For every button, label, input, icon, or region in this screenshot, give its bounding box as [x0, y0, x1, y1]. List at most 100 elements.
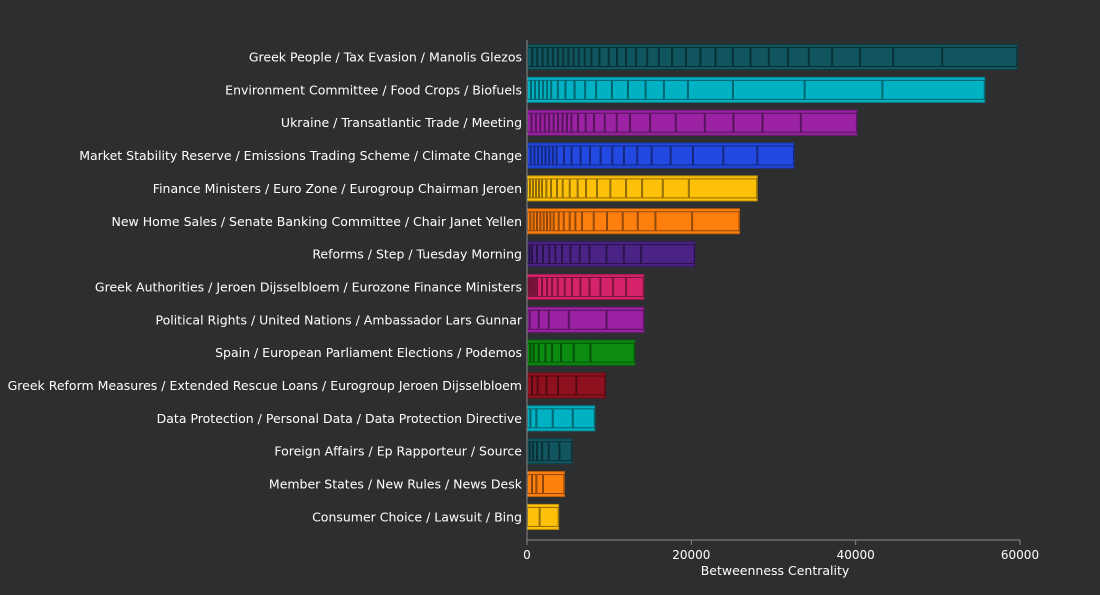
bar-segment	[538, 145, 542, 166]
bar-segment	[543, 244, 550, 265]
bar-segment	[531, 79, 536, 100]
bar-segment	[572, 408, 595, 429]
bar-segment	[529, 276, 532, 297]
bar-segment	[536, 408, 553, 429]
bar-segment	[557, 79, 566, 100]
bar-segment	[547, 211, 551, 232]
bar-segment	[527, 112, 532, 133]
bar	[526, 208, 741, 235]
bar-segment	[543, 211, 548, 232]
bar	[526, 503, 560, 530]
bar-segment	[539, 79, 544, 100]
bar-segment	[566, 112, 572, 133]
bar-segment	[893, 47, 943, 67]
bar-segment	[556, 145, 564, 166]
bar-segment	[617, 47, 627, 67]
category-label: Member States / New Rules / News Desk	[269, 477, 523, 492]
bar-segment	[547, 276, 553, 297]
bar-segment	[527, 178, 530, 199]
bar-segment	[532, 375, 538, 396]
bar-segment	[732, 47, 751, 67]
bar-segment	[611, 79, 628, 100]
bar-segment	[580, 145, 590, 166]
bar-segment	[562, 244, 571, 265]
bar-segment	[537, 441, 543, 462]
bar-segment	[527, 474, 533, 495]
bar-segment	[607, 211, 623, 232]
bar-segment	[571, 145, 581, 166]
bar-segment	[557, 276, 565, 297]
bar-segment	[535, 276, 538, 297]
bar-segment	[579, 244, 590, 265]
category-label: Market Stability Reserve / Emissions Tra…	[79, 148, 522, 163]
bar-segment	[585, 79, 597, 100]
bar-segment	[626, 47, 637, 67]
bar-segment	[527, 145, 531, 166]
bar-segment	[594, 112, 605, 133]
bar-segment	[642, 178, 663, 199]
bar-segment	[577, 178, 587, 199]
bar-segment	[650, 112, 676, 133]
bar-segment	[532, 47, 538, 67]
bar-segment	[882, 79, 985, 100]
bar-segment	[546, 178, 552, 199]
bar-segment	[552, 145, 557, 166]
bar-segment	[559, 441, 573, 462]
x-tick-label: 20000	[672, 548, 710, 562]
bar-segment	[552, 342, 562, 363]
category-label: Ukraine / Transatlantic Trade / Meeting	[281, 115, 522, 130]
bar-segment	[675, 112, 705, 133]
bar-segment	[576, 375, 606, 396]
bar-segment	[541, 178, 547, 199]
bar-segment	[563, 47, 569, 67]
category-label: Finance Ministers / Euro Zone / Eurogrou…	[153, 181, 522, 196]
bars	[526, 44, 1018, 530]
bar-segment	[575, 211, 583, 232]
bar-segment	[732, 79, 805, 100]
bar-segment	[589, 244, 607, 265]
bar-segment	[589, 145, 601, 166]
bar-segment	[600, 276, 614, 297]
bar-segment	[733, 112, 763, 133]
bar-segment	[563, 145, 572, 166]
bar-segment	[532, 474, 537, 495]
bar	[526, 273, 645, 300]
bar-segment	[529, 178, 533, 199]
bar-segment	[558, 47, 564, 67]
bar-segment	[527, 342, 531, 363]
bar-segment	[627, 79, 646, 100]
bar-segment	[550, 211, 554, 232]
bar-segment	[547, 79, 552, 100]
bar-segment	[543, 474, 565, 495]
bar-segment	[658, 47, 673, 67]
bar-segment	[604, 112, 617, 133]
bar-segment	[552, 408, 573, 429]
bar-segment	[558, 112, 563, 133]
bar-segment	[569, 211, 576, 232]
bar-segment	[553, 211, 559, 232]
bar-segment	[537, 211, 541, 232]
bar-segment	[692, 211, 740, 232]
bar-segment	[613, 276, 627, 297]
bar-segment	[537, 47, 543, 67]
bar-segment	[808, 47, 833, 67]
bar-segment	[535, 79, 540, 100]
category-label: Foreign Affairs / Ep Rapporteur / Source	[274, 444, 522, 459]
bar	[526, 471, 565, 498]
category-label: Spain / European Parliament Elections / …	[215, 345, 522, 360]
category-labels: Greek People / Tax Evasion / Manolis Gle…	[8, 50, 523, 525]
bar-segment	[715, 47, 733, 67]
bar-segment	[547, 47, 553, 67]
bar-segment	[563, 211, 570, 232]
bar-segment	[527, 441, 530, 462]
bar-segment	[626, 276, 644, 297]
x-tick-label: 60000	[1001, 548, 1039, 562]
bar-segment	[533, 276, 536, 297]
x-tick-label: 0	[523, 548, 531, 562]
bar-segment	[530, 342, 534, 363]
bar-segment	[530, 408, 537, 429]
bar	[526, 438, 573, 465]
bar-segment	[597, 178, 611, 199]
bar-segment	[637, 211, 656, 232]
bar-segment	[626, 178, 643, 199]
